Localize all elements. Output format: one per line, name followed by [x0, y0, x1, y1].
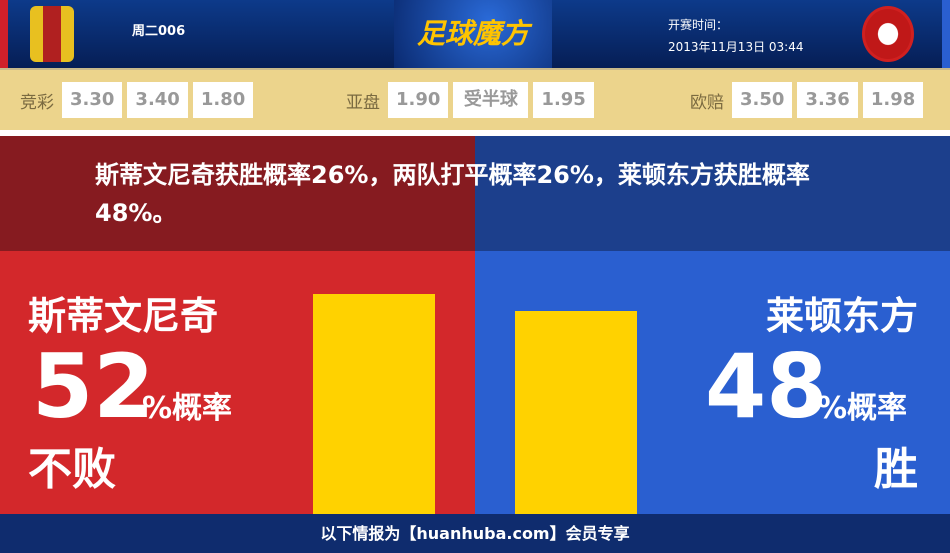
odds-value: 3.40 [127, 82, 188, 118]
odds-value: 1.95 [533, 82, 594, 118]
kickoff-time: 2013年11月13日 03:44 [668, 40, 804, 54]
away-percent-label: %概率 [817, 391, 908, 426]
brand-logo: 足球魔方 [394, 0, 552, 68]
away-probability-bar [515, 310, 637, 514]
home-result: 不败 [28, 444, 116, 495]
probability-summary: 斯蒂文尼奇获胜概率26%，两队打平概率26%，莱顿东方获胜概率48%。 [95, 161, 810, 227]
away-team-crest-icon [862, 6, 914, 62]
odds-jingcai: 竞彩 3.30 3.40 1.80 [20, 82, 254, 118]
odds-value: 3.30 [62, 82, 123, 118]
odds-value: 1.80 [192, 82, 254, 118]
home-team-crest-icon [30, 6, 74, 62]
odds-value: 3.36 [797, 82, 858, 118]
odds-ouzhou: 欧赔 3.50 3.36 1.98 [690, 82, 924, 118]
home-panel: 斯蒂文尼奇 52 %概率 不败 [0, 251, 475, 514]
home-stripe [0, 0, 8, 68]
odds-value: 1.98 [862, 82, 924, 118]
home-probability-bar [313, 294, 435, 514]
divider [0, 130, 950, 136]
away-team-name: 莱顿东方 [765, 294, 918, 338]
summary-bg-away [475, 136, 950, 251]
home-percent: 52 [32, 335, 155, 438]
summary-bg-home [0, 136, 475, 251]
away-result: 胜 [874, 444, 918, 495]
away-stripe [942, 0, 950, 68]
odds-label: 竞彩 [20, 92, 54, 113]
odds-value: 1.90 [388, 82, 449, 118]
away-percent: 48 [705, 335, 828, 438]
home-percent-label: %概率 [142, 391, 233, 426]
odds-label: 亚盘 [346, 92, 380, 113]
odds-bar: 竞彩 3.30 3.40 1.80 亚盘 1.90 受半球 1.95 欧赔 3.… [0, 68, 950, 130]
kickoff-label: 开赛时间： [668, 18, 729, 32]
odds-value: 3.50 [732, 82, 793, 118]
home-team-name: 斯蒂文尼奇 [28, 294, 219, 338]
away-panel: 莱顿东方 48 %概率 胜 [475, 251, 950, 514]
match-number: 周二006 [132, 24, 186, 39]
odds-value: 受半球 [453, 82, 529, 118]
odds-label: 欧赔 [690, 92, 724, 113]
member-notice[interactable]: 以下情报为【huanhuba.com】会员专享 [0, 514, 950, 553]
header: 周二006 足球魔方 开赛时间： 2013年11月13日 03:44 [0, 0, 950, 68]
odds-yapan: 亚盘 1.90 受半球 1.95 [346, 82, 594, 118]
